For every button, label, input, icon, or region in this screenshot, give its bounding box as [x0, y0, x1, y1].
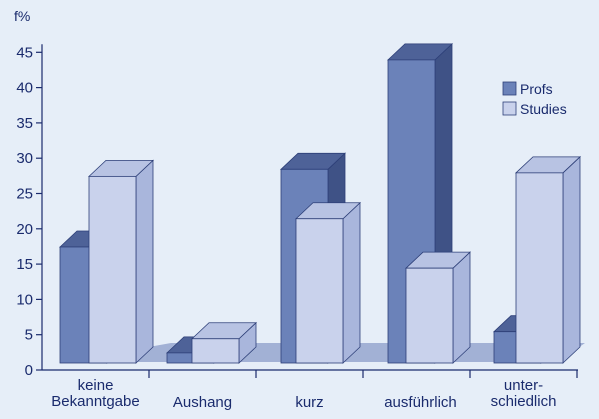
y-tick-label-5: 5: [25, 327, 33, 344]
bar-studies-3-side: [452, 251, 471, 364]
y-tick-label-40: 40: [16, 80, 33, 97]
bar-studies-4-side: [562, 155, 581, 364]
y-tick-label-0: 0: [25, 362, 33, 379]
y-tick-label-10: 10: [16, 291, 33, 308]
bar-studies-4: [515, 172, 564, 364]
legend-swatch-0: [502, 81, 517, 96]
legend-swatch-1: [502, 101, 517, 116]
y-tick-label-30: 30: [16, 150, 33, 167]
y-axis-label: f%: [14, 8, 30, 24]
legend-label-1: Studies: [520, 101, 567, 117]
x-tick-label-2-0: kurz: [295, 394, 323, 411]
bar-studies-0-side: [135, 159, 154, 364]
y-tick-label-35: 35: [16, 115, 33, 132]
y-tick-label-20: 20: [16, 221, 33, 238]
x-tick-label-1-0: Aushang: [173, 394, 232, 411]
bar-studies-2-side: [342, 201, 361, 364]
legend-label-0: Profs: [520, 81, 553, 97]
x-tick-label-4-1: schiedlich: [491, 393, 557, 410]
x-tick-label-3-0: ausführlich: [384, 394, 457, 411]
bar-studies-2: [295, 218, 344, 364]
y-tick-label-25: 25: [16, 186, 33, 203]
y-tick-label-15: 15: [16, 256, 33, 273]
bar-studies-1: [191, 338, 240, 364]
y-tick-label-45: 45: [16, 44, 33, 61]
x-tick-label-0-0: keine: [78, 377, 114, 394]
x-tick-label-4-0: unter-: [504, 377, 543, 394]
bar-studies-0: [88, 175, 137, 364]
x-tick-label-0-1: Bekanntgabe: [51, 393, 139, 410]
bar-studies-3: [405, 267, 454, 364]
